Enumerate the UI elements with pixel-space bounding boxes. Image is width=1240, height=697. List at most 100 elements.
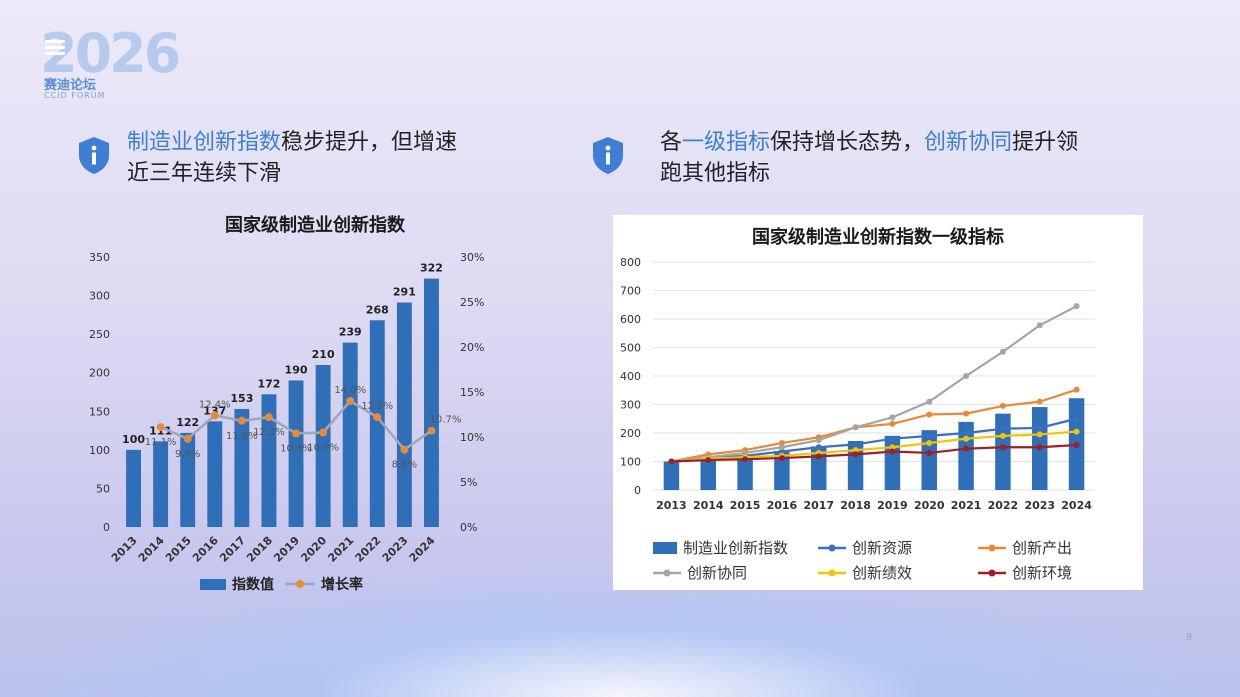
x-axis-tick-label: 2018 xyxy=(840,499,871,512)
growth-rate-point xyxy=(156,423,165,432)
legend-swatch-point xyxy=(663,569,671,577)
series-point xyxy=(889,448,896,455)
left-chart-title: 国家级制造业创新指数 xyxy=(225,215,405,236)
growth-rate-label: 12.2% xyxy=(253,427,285,438)
left-chart: 0 50 100 150 200 250 300 350 0% 5% 10% 15% 20% 25% 30%… xyxy=(89,251,484,593)
series-point xyxy=(926,398,933,405)
growth-rate-point xyxy=(427,426,436,435)
right-axis-tick-label: 25% xyxy=(460,296,484,309)
x-axis-tick-label: 2015 xyxy=(163,534,194,565)
right-axis-tick-label: 30% xyxy=(460,251,484,264)
left-heading-rest: 稳步提升，但增速 xyxy=(281,130,458,155)
legend-swatch-bar xyxy=(200,579,226,590)
menu-icon[interactable] xyxy=(45,40,65,56)
series-point xyxy=(852,447,859,454)
bar-value-label: 137 xyxy=(203,404,226,417)
y-axis-tick-label: 100 xyxy=(620,456,641,469)
right-axis-tick-label: 10% xyxy=(460,431,484,444)
series-point xyxy=(1073,441,1080,448)
logo-cn-text: 赛迪论坛 xyxy=(44,78,97,93)
growth-rate-label: 11.8% xyxy=(226,431,258,442)
right-axis-tick-label: 5% xyxy=(460,476,477,489)
x-axis-tick-label: 2014 xyxy=(693,499,724,512)
series-point xyxy=(963,445,970,452)
series-point xyxy=(852,424,859,431)
x-axis-tick-label: 2018 xyxy=(244,534,275,565)
x-axis-tick-label: 2021 xyxy=(951,499,982,512)
series-point xyxy=(778,455,785,462)
right-heading-p3: 提升领 xyxy=(1012,130,1079,155)
growth-rate-point xyxy=(373,413,382,422)
series-point xyxy=(1073,428,1080,435)
growth-rate-label: 14.0% xyxy=(334,385,366,396)
growth-rate-label: 10.7% xyxy=(430,415,462,426)
series-point xyxy=(1036,444,1043,451)
y-axis-tick-label: 300 xyxy=(620,399,641,412)
legend-label: 指数值 xyxy=(232,576,274,593)
bar-value-label: 122 xyxy=(176,416,199,429)
x-axis-tick-label: 2022 xyxy=(353,534,384,565)
bar xyxy=(180,432,196,527)
right-chart-title: 国家级制造业创新指数一级指标 xyxy=(752,227,1004,248)
series-point xyxy=(815,444,822,451)
series-point xyxy=(963,430,970,436)
bar-value-label: 172 xyxy=(257,377,280,390)
left-axis-tick-label: 200 xyxy=(89,367,110,380)
left-axis-tick-label: 250 xyxy=(89,328,110,341)
left-axis-tick-label: 300 xyxy=(89,290,110,303)
series-point xyxy=(963,435,970,442)
series-point xyxy=(1073,386,1080,393)
legend-swatch-point xyxy=(296,580,304,588)
series-point xyxy=(742,456,749,463)
right-heading-p2: 保持增长态势， xyxy=(770,130,925,155)
legend-label: 创新产出 xyxy=(1012,539,1072,557)
x-axis-tick-label: 2017 xyxy=(803,499,834,512)
series-point xyxy=(963,410,970,417)
bar xyxy=(663,461,680,490)
bar xyxy=(424,278,439,527)
bar-value-label: 239 xyxy=(339,326,362,339)
bar-value-label: 291 xyxy=(393,286,416,299)
series-point xyxy=(999,425,1006,432)
growth-rate-point xyxy=(264,413,273,422)
series-point xyxy=(742,449,749,456)
bar xyxy=(207,421,223,527)
left-heading-highlight: 制造业创新指数 xyxy=(127,130,282,155)
growth-rate-label: 11.1% xyxy=(145,437,177,448)
growth-rate-label: 10.5% xyxy=(307,443,339,454)
series-point xyxy=(705,457,712,464)
legend-swatch-point xyxy=(828,569,836,577)
bar xyxy=(995,413,1011,490)
series-point xyxy=(1036,431,1043,438)
y-axis-tick-label: 800 xyxy=(620,256,641,269)
x-axis-tick-label: 2023 xyxy=(380,534,411,565)
series-point xyxy=(999,402,1006,409)
series-point xyxy=(889,420,896,427)
series-point xyxy=(999,348,1006,355)
bar xyxy=(261,394,277,527)
growth-rate-label: 10.4% xyxy=(280,443,312,454)
left-heading: 制造业创新指数稳步提升，但增速 近三年连续下滑 xyxy=(127,127,527,189)
info-shield-icon xyxy=(79,137,109,174)
x-axis-tick-label: 2016 xyxy=(767,499,798,512)
series-line xyxy=(671,443,1077,463)
series-point xyxy=(926,449,933,456)
left-axis-tick-label: 0 xyxy=(103,521,110,534)
series-point xyxy=(999,432,1006,439)
bar xyxy=(234,408,250,527)
bar-value-label: 153 xyxy=(230,392,253,405)
series-point xyxy=(778,444,785,451)
page-number: 8 xyxy=(1186,632,1193,643)
bar xyxy=(315,365,331,527)
left-axis-tick-label: 350 xyxy=(89,251,110,264)
x-axis-tick-label: 2013 xyxy=(656,499,687,512)
x-axis-tick-label: 2020 xyxy=(914,499,945,512)
x-axis-tick-label: 2021 xyxy=(325,534,356,565)
growth-rate-label: 8.6% xyxy=(392,460,417,471)
series-point xyxy=(926,439,933,446)
bar xyxy=(342,342,358,527)
series-line xyxy=(671,305,1078,463)
y-axis-tick-label: 200 xyxy=(620,427,641,440)
series-line xyxy=(671,388,1077,463)
x-axis-tick-label: 2016 xyxy=(190,534,221,565)
